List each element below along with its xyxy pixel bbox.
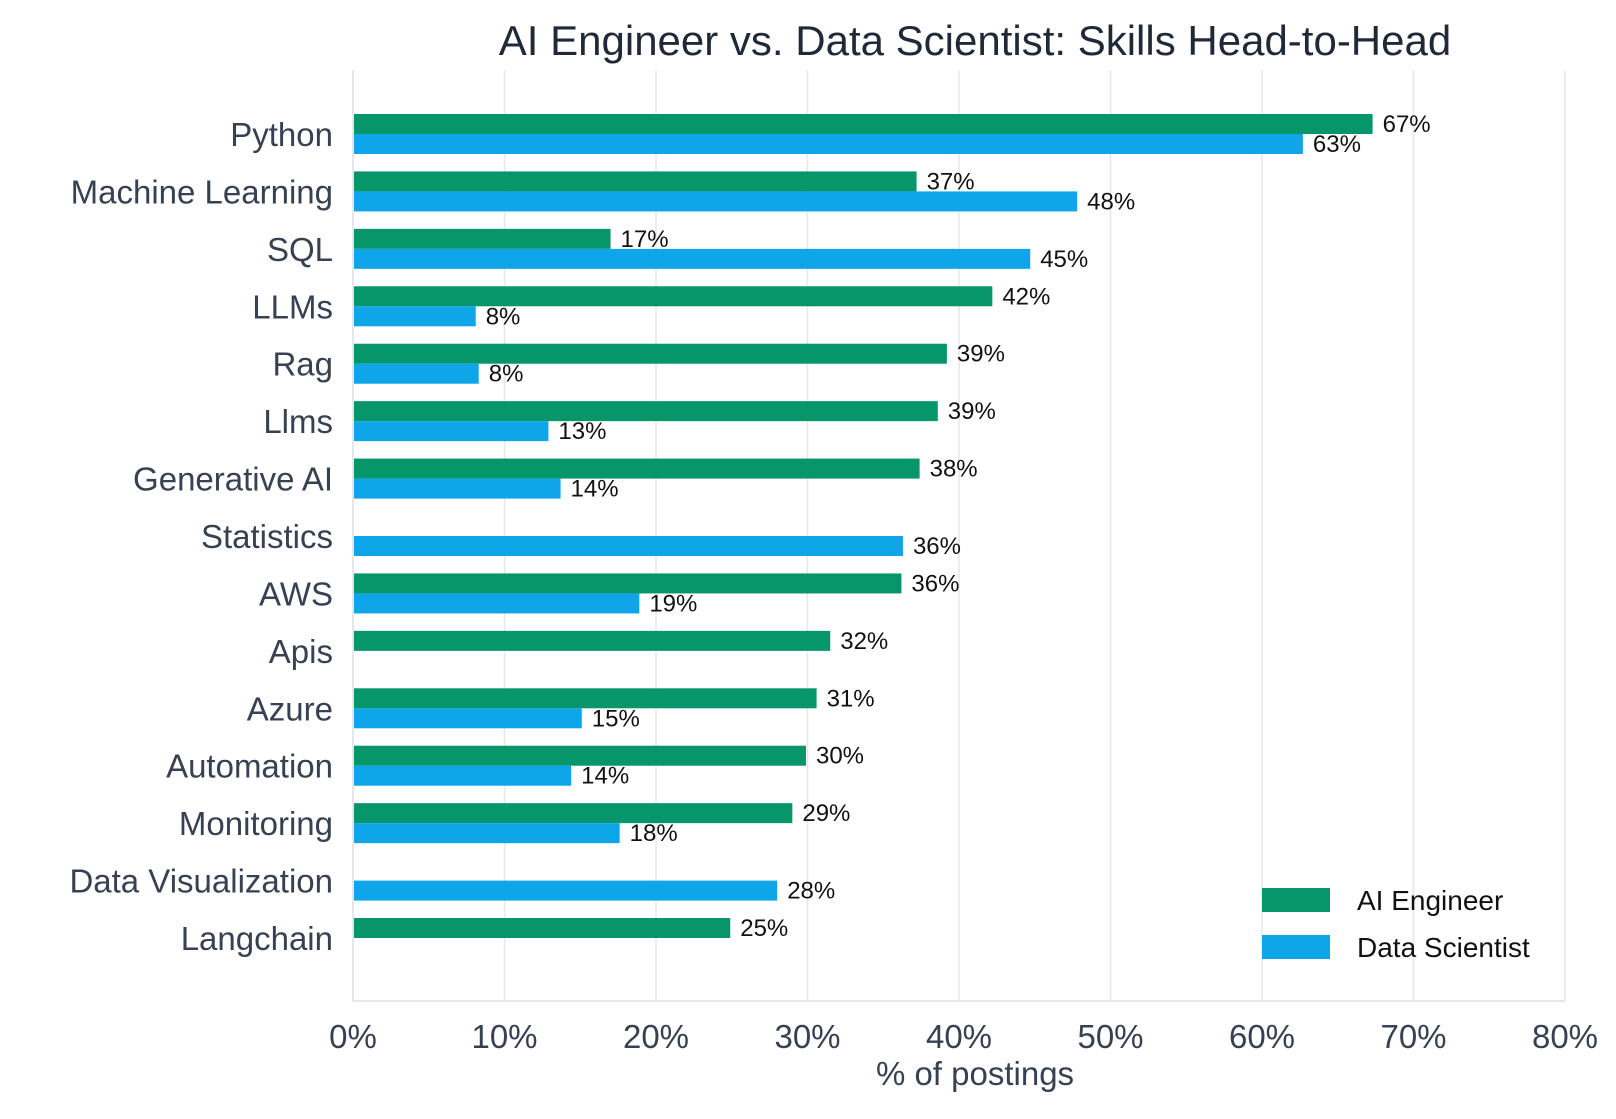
x-tick-label: 50% — [1077, 1018, 1143, 1055]
data-label: 17% — [621, 226, 669, 253]
bar-data-scientist — [353, 363, 479, 384]
bar-ai-engineer — [353, 458, 920, 479]
bar-data-scientist — [353, 134, 1303, 154]
data-label: 48% — [1087, 188, 1135, 215]
data-label: 18% — [630, 820, 678, 847]
bar-data-scientist — [353, 765, 572, 786]
data-label: 29% — [802, 800, 850, 827]
data-label: 67% — [1383, 111, 1431, 138]
grid-layer — [352, 70, 1566, 1001]
x-tick-label: 20% — [623, 1018, 689, 1055]
bar-data-scientist — [353, 823, 620, 844]
y-tick-label: Rag — [272, 346, 333, 383]
data-label: 19% — [649, 590, 697, 617]
bar-ai-engineer — [353, 630, 831, 651]
bar-data-scientist — [353, 248, 1031, 269]
data-label: 30% — [816, 743, 864, 770]
data-label: 15% — [592, 705, 640, 732]
legend: AI Engineer Data Scientist — [1262, 885, 1530, 963]
x-axis-label: % of postings — [876, 1055, 1074, 1092]
data-label: 32% — [840, 628, 888, 655]
y-tick-label: Llms — [263, 403, 333, 440]
bar-data-scientist — [353, 421, 549, 442]
data-label: 42% — [1002, 283, 1050, 310]
y-tick-label: AWS — [259, 575, 333, 612]
bar-data-scientist — [353, 880, 778, 901]
legend-swatch-ai-engineer — [1262, 888, 1330, 912]
y-tick-label: Azure — [247, 690, 333, 727]
data-label: 8% — [486, 303, 521, 330]
data-label: 28% — [787, 878, 835, 905]
y-tick-label: Python — [230, 116, 333, 153]
data-label: 36% — [913, 533, 961, 560]
bar-ai-engineer — [353, 803, 793, 824]
data-label: 39% — [957, 341, 1005, 368]
bar-ai-engineer — [353, 114, 1373, 134]
bar-ai-engineer — [353, 688, 817, 709]
legend-label: AI Engineer — [1357, 885, 1503, 916]
bar-data-scientist — [353, 191, 1078, 212]
y-tick-label: Monitoring — [179, 805, 333, 842]
data-label: 14% — [571, 476, 619, 503]
data-label: 38% — [930, 456, 978, 483]
x-tick-label: 80% — [1532, 1018, 1598, 1055]
data-label: 25% — [740, 915, 788, 942]
y-tick-label: SQL — [267, 231, 333, 268]
bar-ai-engineer — [353, 918, 731, 939]
data-label: 31% — [827, 685, 875, 712]
bar-data-scientist — [353, 708, 582, 729]
bar-ai-engineer — [353, 286, 993, 307]
bar-layer: 67% 63% 37% 48% 17% 45% 42% 8% 39% 8% 39% 13% 38% 14%… — [353, 111, 1431, 942]
bar-data-scientist — [353, 478, 561, 499]
axis-layer: 0% 10% 20% 30% 40% 50% 60% 70% 80% Python Machine … — [69, 70, 1598, 1055]
bar-ai-engineer — [353, 401, 938, 422]
y-tick-label: Generative AI — [133, 461, 333, 498]
data-label: 63% — [1313, 131, 1361, 158]
bar-data-scientist — [353, 536, 903, 557]
x-tick-label: 10% — [471, 1018, 537, 1055]
data-label: 39% — [948, 398, 996, 425]
y-tick-label: Data Visualization — [69, 863, 333, 900]
chart-title: AI Engineer vs. Data Scientist: Skills H… — [499, 17, 1451, 64]
data-label: 37% — [927, 168, 975, 195]
x-tick-label: 60% — [1229, 1018, 1295, 1055]
data-label: 8% — [489, 361, 524, 388]
x-tick-label: 0% — [329, 1018, 377, 1055]
legend-label: Data Scientist — [1357, 932, 1530, 963]
data-label: 45% — [1040, 246, 1088, 273]
legend-swatch-data-scientist — [1262, 935, 1330, 959]
bar-ai-engineer — [353, 745, 806, 766]
y-tick-label: LLMs — [252, 288, 333, 325]
x-tick-label: 70% — [1380, 1018, 1446, 1055]
data-label: 14% — [581, 763, 629, 790]
bar-ai-engineer — [353, 343, 947, 364]
bar-data-scientist — [353, 593, 640, 614]
bar-ai-engineer — [353, 573, 902, 594]
y-tick-label: Machine Learning — [71, 173, 333, 210]
bar-ai-engineer — [353, 171, 917, 192]
y-tick-label: Langchain — [181, 920, 333, 957]
x-tick-label: 30% — [774, 1018, 840, 1055]
bar-ai-engineer — [353, 228, 611, 249]
bar-data-scientist — [353, 306, 476, 327]
y-tick-label: Automation — [166, 748, 333, 785]
y-tick-label: Statistics — [201, 518, 333, 555]
x-tick-label: 40% — [926, 1018, 992, 1055]
y-tick-label: Apis — [269, 633, 333, 670]
data-label: 13% — [558, 418, 606, 445]
data-label: 36% — [911, 570, 959, 597]
